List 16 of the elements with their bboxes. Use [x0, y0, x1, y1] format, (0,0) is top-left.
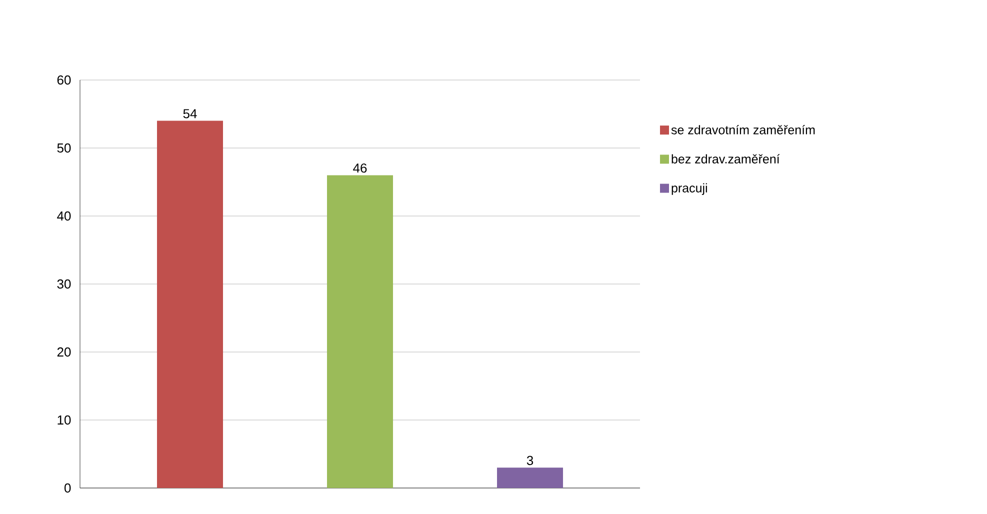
y-tick-label: 0 [64, 483, 71, 493]
bar [157, 120, 224, 488]
data-label: 54 [183, 109, 197, 118]
data-label: 3 [526, 456, 534, 466]
y-tick-label: 30 [57, 279, 71, 289]
legend-label: pracuji [672, 183, 707, 195]
legend-label: se zdravotním zaměřením [671, 124, 815, 134]
y-tick-label: 50 [57, 143, 71, 153]
bar [497, 468, 564, 488]
legend-label: bez zdrav.zaměření [672, 154, 780, 164]
y-tick-label: 10 [58, 415, 71, 425]
y-tick-label: 20 [57, 347, 71, 357]
bar [327, 175, 394, 488]
y-tick-label: 40 [57, 211, 71, 221]
y-tick-label: 60 [57, 75, 71, 85]
data-label: 46 [353, 163, 367, 173]
